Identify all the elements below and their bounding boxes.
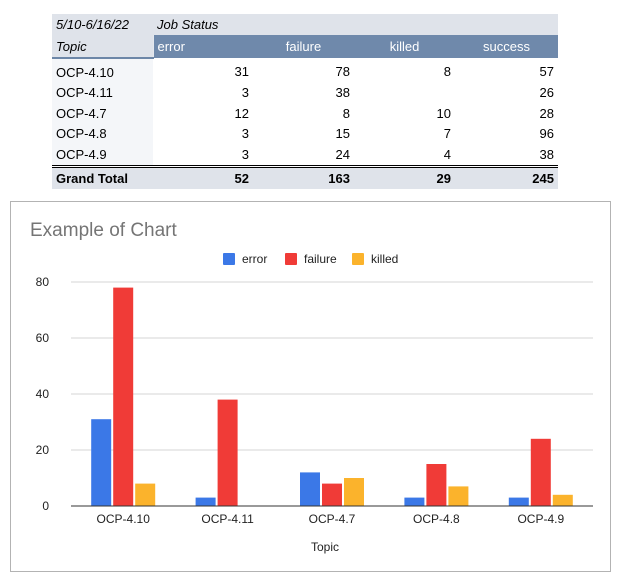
table-cell: 31 [234,64,249,80]
y-axis-ticks: 0 20 40 60 80 [36,275,50,513]
bar-chart: Example of Chart error failure killed 0 20 4… [30,220,593,554]
bar-error-ocp-4-10 [91,419,112,506]
table-cell: 10 [436,105,451,121]
grand-total-cell: 245 [455,164,558,189]
table-cell [354,83,455,104]
grand-total-cell: 52 [153,164,253,189]
bar-error-ocp-4-7 [300,472,320,506]
table-cell: 3 [241,146,249,162]
bar-killed-ocp-4-10 [135,483,156,506]
table-cell: 28 [539,105,554,121]
column-header-success: success [455,35,558,58]
row-label: OCP-4.11 [52,82,153,103]
table-cell: 3 [241,126,249,142]
bar-failure-ocp-4-10 [113,287,134,506]
table-cell: 24 [335,146,350,162]
x-tick-label: OCP-4.8 [413,512,460,526]
legend-swatch-failure [285,253,297,265]
bar-killed-ocp-4-9 [552,494,573,506]
row-label: OCP-4.9 [52,144,153,166]
legend-label-killed: killed [371,252,398,266]
column-header-error: error [152,35,253,58]
table-row: OCP-4.8 3 15 7 96 [52,123,558,144]
grand-total-cell: 163 [253,164,354,189]
table-cell: 96 [539,126,554,142]
chart-bars [91,287,573,506]
x-tick-label: OCP-4.11 [201,512,254,526]
table-row: OCP-4.7 12 8 10 28 [52,103,558,124]
column-header-killed: killed [354,35,455,58]
x-tick-label: OCP-4.9 [517,512,564,526]
legend-swatch-killed [352,253,364,265]
bar-failure-ocp-4-8 [426,464,447,506]
x-tick-label: OCP-4.7 [309,512,356,526]
row-label: OCP-4.7 [52,103,153,124]
chart-title: Example of Chart [30,220,178,241]
chart-panel: Example of Chart error failure killed 0 20 4… [10,201,611,572]
table-cell: 57 [539,64,554,80]
x-axis-ticks: OCP-4.10 OCP-4.11 OCP-4.7 OCP-4.8 OCP-4.9 [97,512,565,526]
chart-legend: error failure killed [223,252,398,266]
x-axis-label: Topic [311,540,339,554]
table-cell: 15 [335,126,350,142]
table-cell: 3 [241,85,249,101]
table-row: OCP-4.10 31 78 8 57 [52,58,558,83]
y-tick-label: 0 [42,499,49,513]
row-label: OCP-4.10 [52,58,153,83]
grand-total-cell: 29 [354,164,455,189]
pivot-table: 5/10-6/16/22 Job Status Topic error failure k… [52,14,558,189]
table-cell: 78 [335,64,350,80]
table-cell: 8 [342,105,350,121]
bar-error-ocp-4-11 [195,497,216,506]
chart-gridlines [71,281,593,451]
table-cell: 38 [335,85,350,101]
table-cell: 4 [443,146,451,162]
table-cell: 38 [539,146,554,162]
row-label: OCP-4.8 [52,123,153,144]
y-tick-label: 40 [36,387,50,401]
column-header-failure: failure [253,35,354,58]
table-cell: 26 [539,85,554,101]
table-cell: 12 [234,105,249,121]
legend-swatch-error [223,253,235,265]
x-tick-label: OCP-4.10 [97,512,151,526]
table-row: OCP-4.11 3 38 26 [52,82,558,104]
bar-killed-ocp-4-7 [344,478,364,506]
bar-failure-ocp-4-11 [217,399,238,506]
job-status-header: Job Status [153,14,558,35]
y-tick-label: 80 [36,275,50,289]
legend-label-failure: failure [304,252,337,266]
bar-failure-ocp-4-9 [530,438,551,506]
table-row: OCP-4.9 3 24 4 38 [52,144,558,166]
date-range-label: 5/10-6/16/22 [52,14,153,35]
y-tick-label: 20 [36,443,50,457]
y-tick-label: 60 [36,331,50,345]
legend-label-error: error [242,252,267,266]
grand-total-label: Grand Total [52,164,153,189]
bar-killed-ocp-4-8 [448,486,469,506]
bar-error-ocp-4-8 [404,497,425,506]
topic-header: Topic [52,35,153,59]
table-cell: 7 [443,126,451,142]
bar-failure-ocp-4-7 [322,483,342,506]
bar-error-ocp-4-9 [508,497,529,506]
table-cell: 8 [443,64,451,80]
